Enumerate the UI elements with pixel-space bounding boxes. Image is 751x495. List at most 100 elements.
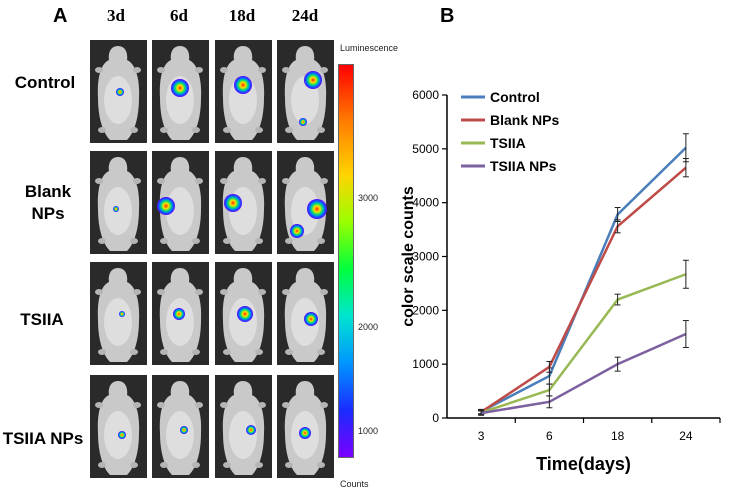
- mouse-belly: [166, 298, 194, 346]
- mouse-paw: [258, 67, 266, 73]
- luminescence-colorbar: [338, 64, 354, 458]
- mouse-image: [277, 151, 334, 254]
- mouse-paw: [98, 238, 106, 244]
- colorbar-tick-1000: 1000: [358, 426, 379, 436]
- row-label-line: TSIIA: [20, 310, 64, 329]
- x-axis-label: Time(days): [536, 454, 631, 474]
- mouse-paw: [317, 127, 325, 133]
- legend-label: TSIIA NPs: [490, 158, 557, 174]
- mouse-paw: [160, 127, 168, 133]
- luminescence-signal: [118, 431, 126, 439]
- mouse-paw: [320, 289, 328, 295]
- luminescence-signal: [307, 199, 327, 219]
- panel-b-label: B: [440, 5, 455, 27]
- series-line: [480, 166, 687, 414]
- mouse-paw: [157, 402, 165, 408]
- mouse-paw: [223, 349, 231, 355]
- mouse-paw: [255, 238, 263, 244]
- x-tick-label: 6: [546, 429, 553, 443]
- mouse-image: [152, 151, 209, 254]
- mouse-belly: [229, 411, 257, 459]
- series-line: [480, 332, 687, 415]
- mouse-paw: [133, 67, 141, 73]
- y-tick-label: 4000: [412, 196, 439, 210]
- mouse-paw: [282, 289, 290, 295]
- mouse-paw: [192, 349, 200, 355]
- x-tick-label: 24: [679, 429, 693, 443]
- mouse-paw: [220, 178, 228, 184]
- colorbar-tick-2000: 2000: [358, 322, 379, 332]
- colorbar-tick-3000: 3000: [358, 193, 379, 203]
- luminescence-signal: [116, 88, 124, 96]
- mouse-paw: [282, 402, 290, 408]
- luminescence-signal: [173, 308, 185, 320]
- colorbar-title: Luminescence: [340, 43, 399, 53]
- y-tick-label: 1000: [412, 357, 439, 371]
- mouse-image: [90, 375, 147, 478]
- mouse-paw: [95, 178, 103, 184]
- mouse-image: [90, 151, 147, 254]
- mouse-belly: [104, 76, 132, 124]
- y-tick-label: 2000: [412, 303, 439, 317]
- mouse-paw: [282, 67, 290, 73]
- mouse-image: [215, 40, 272, 143]
- mouse-paw: [285, 238, 293, 244]
- y-axis-label: color scale counts: [400, 186, 417, 327]
- luminescence-signal: [299, 427, 311, 439]
- mouse-paw: [258, 402, 266, 408]
- mouse-image: [277, 262, 334, 365]
- row-label-line: TSIIA NPs: [2, 429, 84, 448]
- mouse-paw: [98, 462, 106, 468]
- series-line: [480, 273, 687, 414]
- mouse-paw: [195, 402, 203, 408]
- mouse-paw: [98, 127, 106, 133]
- line-chart: 0 1000 2000 3000 4000 5000 6000 3 6 18 24 Time(days…: [400, 88, 721, 474]
- mouse-image: [152, 375, 209, 478]
- panel-a-label: A: [53, 5, 68, 27]
- luminescence-signal: [119, 311, 125, 317]
- mouse-belly: [104, 298, 132, 346]
- mouse-paw: [223, 238, 231, 244]
- mouse-paw: [130, 127, 138, 133]
- mouse-paw: [282, 178, 290, 184]
- mouse-paw: [192, 238, 200, 244]
- mouse-paw: [317, 238, 325, 244]
- legend-label: Control: [490, 89, 540, 105]
- mouse-paw: [95, 67, 103, 73]
- mouse-paw: [320, 402, 328, 408]
- mouse-paw: [98, 349, 106, 355]
- row-label-line: Blank: [24, 182, 72, 201]
- mouse-paw: [320, 67, 328, 73]
- column-label-3d: 3d: [107, 6, 125, 25]
- mouse-image: [152, 262, 209, 365]
- mouse-image: [90, 40, 147, 143]
- luminescence-signal: [246, 425, 256, 435]
- luminescence-signal: [290, 224, 304, 238]
- mouse-paw: [130, 462, 138, 468]
- series-line: [480, 146, 687, 413]
- mouse-paw: [285, 462, 293, 468]
- row-label-line: Control: [14, 73, 76, 92]
- y-tick-label: 5000: [412, 142, 439, 156]
- mouse-belly: [166, 411, 194, 459]
- mouse-paw: [223, 462, 231, 468]
- mouse-paw: [130, 349, 138, 355]
- y-tick-label: 0: [432, 411, 439, 425]
- mouse-paw: [160, 462, 168, 468]
- legend-label: Blank NPs: [490, 112, 559, 128]
- luminescence-signal: [237, 306, 253, 322]
- row-label-tsiia-nps: TSIIA NPs: [0, 428, 86, 450]
- mouse-paw: [317, 349, 325, 355]
- mouse-image: [215, 375, 272, 478]
- column-label-18d: 18d: [228, 6, 256, 25]
- mouse-paw: [95, 289, 103, 295]
- mouse-belly: [229, 298, 257, 346]
- luminescence-signal: [304, 71, 322, 89]
- colorbar-unit: Counts: [340, 479, 369, 489]
- mouse-paw: [255, 127, 263, 133]
- mouse-paw: [157, 289, 165, 295]
- y-tick-label: 3000: [412, 250, 439, 264]
- mouse-image: [277, 40, 334, 143]
- row-label-control: Control: [5, 72, 85, 94]
- mouse-paw: [130, 238, 138, 244]
